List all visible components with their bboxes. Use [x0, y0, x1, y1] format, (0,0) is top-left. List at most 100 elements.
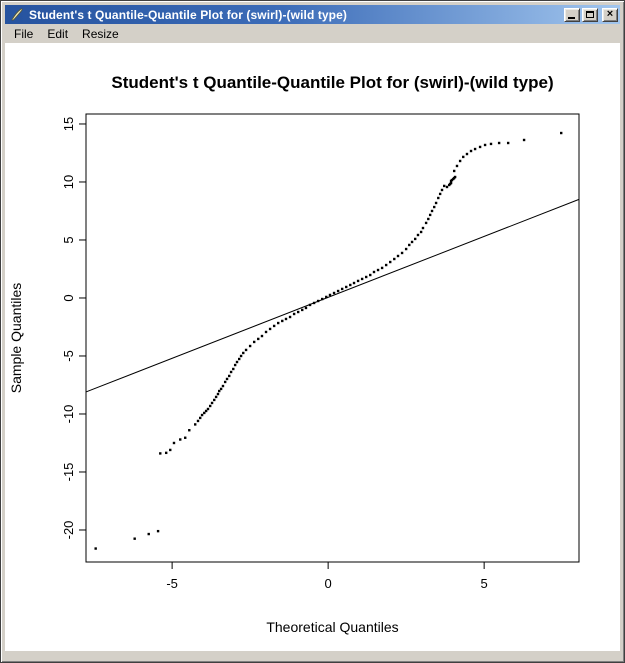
- data-point: [229, 370, 233, 374]
- data-point: [219, 387, 223, 391]
- data-point: [216, 392, 220, 396]
- minimize-icon: [568, 16, 575, 19]
- data-point: [380, 266, 384, 270]
- data-point: [169, 448, 172, 452]
- data-point: [235, 360, 239, 364]
- data-point: [469, 149, 473, 153]
- data-point: [288, 315, 292, 319]
- data-point: [560, 131, 563, 135]
- data-point: [248, 344, 252, 348]
- data-point: [225, 377, 229, 381]
- data-point: [440, 188, 444, 192]
- data-point: [408, 243, 411, 247]
- data-point: [458, 159, 462, 163]
- data-point: [204, 409, 208, 413]
- data-point: [478, 145, 482, 149]
- data-point: [384, 263, 388, 267]
- data-point: [325, 295, 328, 299]
- data-point: [364, 275, 368, 279]
- data-point: [179, 438, 182, 441]
- data-point: [336, 289, 340, 293]
- data-point: [506, 141, 510, 145]
- data-point: [188, 429, 191, 432]
- window-title: Student's t Quantile-Quantile Plot for (…: [29, 7, 347, 22]
- data-point: [172, 441, 176, 445]
- data-point: [424, 221, 428, 225]
- data-point: [356, 279, 360, 283]
- data-point: [421, 226, 425, 230]
- data-point: [264, 330, 268, 334]
- x-axis: -5 0 5 Theoretical Quantiles: [166, 562, 488, 635]
- data-point: [94, 547, 97, 550]
- y-tick-label: -15: [61, 463, 76, 482]
- data-point: [419, 230, 423, 234]
- x-tick-label: 0: [325, 576, 332, 591]
- data-point: [238, 357, 241, 361]
- data-point: [203, 411, 206, 415]
- data-point: [438, 192, 442, 196]
- data-point: [465, 152, 469, 156]
- qq-plot: Student's t Quantile-Quantile Plot for (…: [8, 73, 580, 635]
- data-point: [413, 237, 417, 241]
- r-graphics-device-icon: [11, 7, 23, 20]
- data-point: [349, 283, 352, 287]
- data-point: [221, 384, 225, 388]
- plot-canvas: Student's t Quantile-Quantile Plot for (…: [5, 43, 620, 651]
- data-point: [430, 209, 434, 213]
- data-point: [257, 337, 260, 341]
- menu-file[interactable]: File: [14, 26, 34, 41]
- data-point: [497, 141, 501, 145]
- close-icon: ×: [606, 7, 614, 20]
- data-point: [445, 185, 449, 189]
- data-point: [210, 401, 214, 405]
- data-point: [213, 398, 216, 402]
- data-point: [462, 155, 465, 159]
- data-point: [352, 281, 356, 285]
- data-point: [312, 301, 316, 305]
- data-point: [281, 319, 284, 323]
- data-point: [437, 196, 440, 200]
- y-tick-label: 15: [61, 117, 76, 131]
- data-point: [214, 395, 218, 399]
- chart-title: Student's t Quantile-Quantile Plot for (…: [111, 73, 553, 92]
- close-button[interactable]: ×: [602, 7, 618, 22]
- data-point: [199, 416, 202, 420]
- data-point: [340, 287, 344, 291]
- data-point: [301, 308, 304, 312]
- data-point: [372, 270, 376, 274]
- data-point: [428, 213, 432, 217]
- data-point: [194, 423, 197, 426]
- window-controls: ×: [564, 7, 618, 22]
- data-point: [376, 268, 380, 272]
- data-point: [156, 529, 160, 533]
- data-point: [522, 138, 526, 142]
- data-point: [206, 407, 210, 411]
- data-point: [455, 164, 459, 168]
- x-axis-title: Theoretical Quantiles: [266, 619, 398, 635]
- data-point: [434, 201, 438, 205]
- menu-resize[interactable]: Resize: [82, 26, 119, 41]
- menu-edit[interactable]: Edit: [47, 26, 69, 41]
- data-point: [345, 285, 348, 289]
- y-tick-label: 10: [61, 175, 76, 189]
- data-point: [196, 419, 200, 423]
- title-bar[interactable]: Student's t Quantile-Quantile Plot for (…: [5, 5, 620, 24]
- data-point: [328, 293, 332, 297]
- maximize-icon: [586, 11, 594, 18]
- data-point: [316, 299, 320, 303]
- data-point: [133, 537, 136, 540]
- data-point: [453, 175, 457, 179]
- data-point: [164, 451, 168, 455]
- data-point: [284, 317, 288, 321]
- data-point: [410, 240, 414, 244]
- data-point: [473, 147, 477, 151]
- minimize-button[interactable]: [564, 7, 580, 22]
- maximize-button[interactable]: [582, 7, 598, 22]
- y-tick-label: -20: [61, 521, 76, 540]
- menu-bar: File Edit Resize: [5, 24, 620, 43]
- data-point: [393, 257, 396, 261]
- data-point: [184, 436, 187, 439]
- data-point: [433, 205, 436, 209]
- data-point: [404, 247, 408, 251]
